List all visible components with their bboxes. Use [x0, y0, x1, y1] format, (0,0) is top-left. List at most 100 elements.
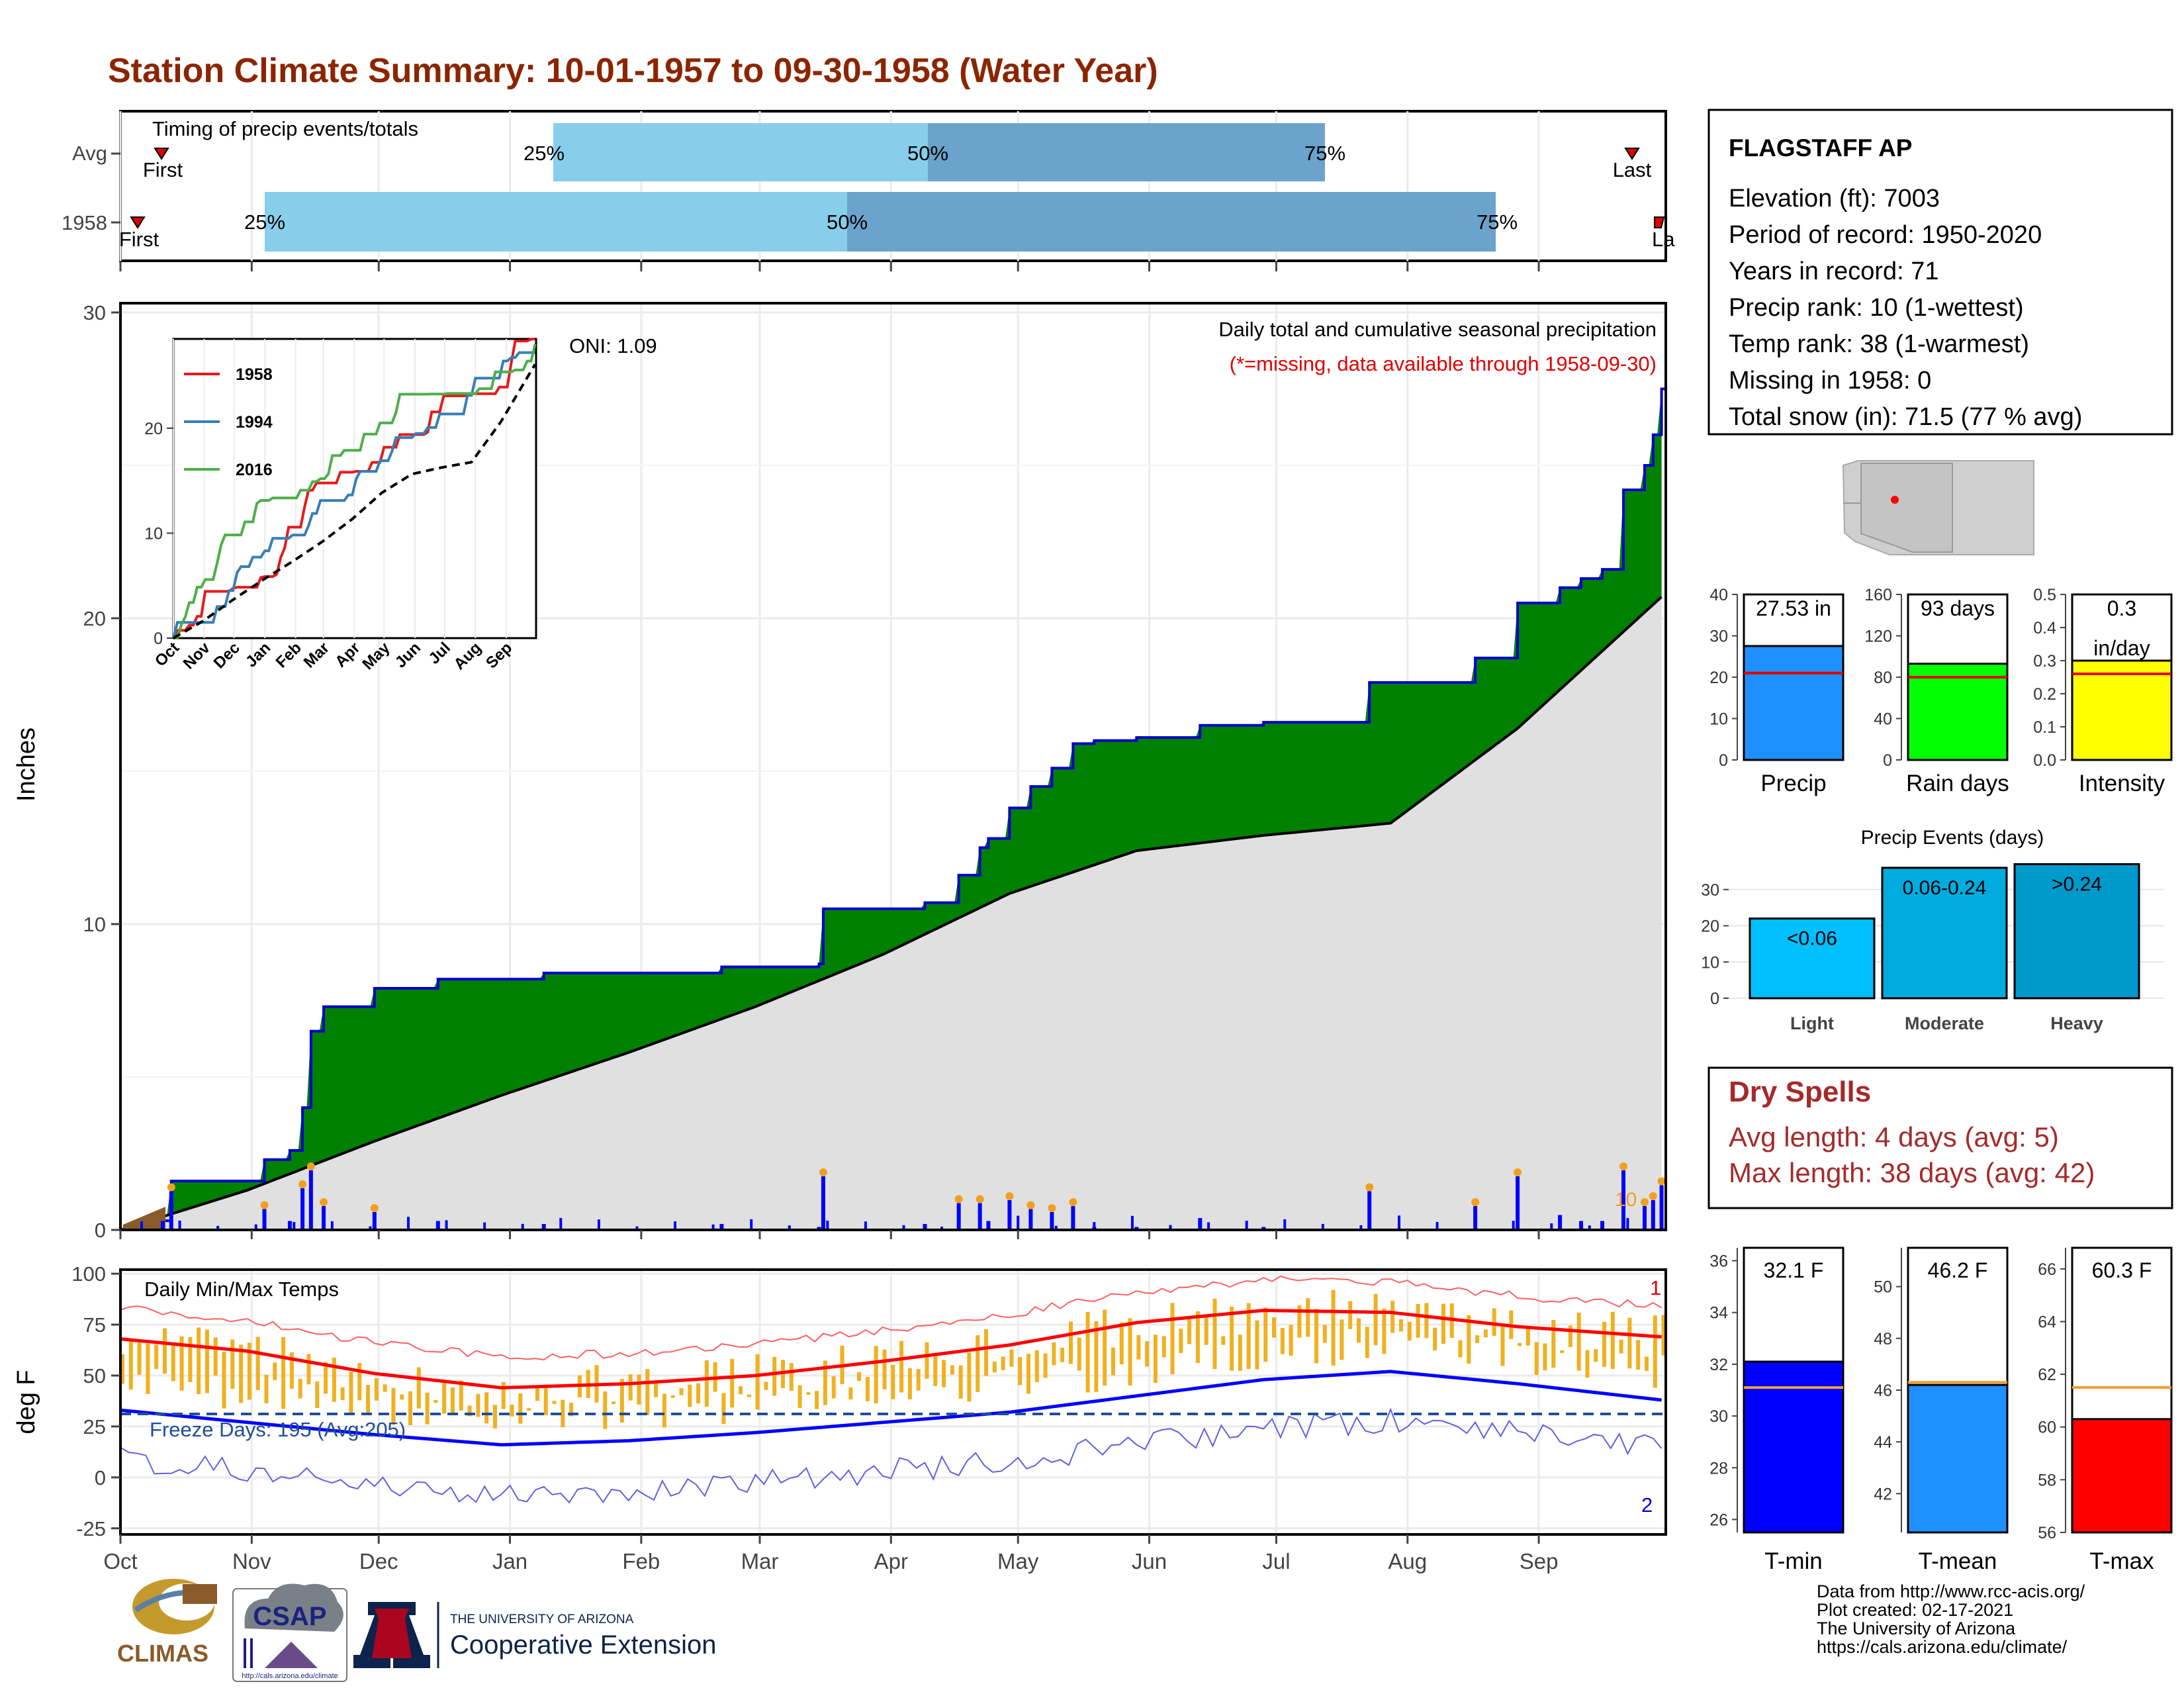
- heavy-precip-marker: [1619, 1162, 1628, 1170]
- summary-y-tick-label: 30: [1709, 628, 1728, 646]
- daily-precip-bar: [1558, 1215, 1563, 1230]
- daily-precip-bar: [1651, 1200, 1655, 1230]
- daily-temp-bar: [1052, 1342, 1056, 1366]
- summary-y-tick-label: 0.5: [2033, 586, 2056, 604]
- daily-temp-bar: [1653, 1315, 1657, 1388]
- summary-bar-value-unit: in/day: [2093, 636, 2150, 660]
- inset-legend-label: 1958: [236, 365, 273, 384]
- daily-temp-bar: [400, 1394, 404, 1400]
- daily-temp-bar: [679, 1388, 684, 1395]
- daily-precip-bar: [435, 1221, 440, 1230]
- csap-text: CSAP: [253, 1602, 326, 1631]
- daily-temp-bar: [637, 1374, 641, 1405]
- daily-temp-bar: [484, 1392, 489, 1424]
- heavy-precip-marker: [1365, 1183, 1374, 1192]
- daily-temp-bar: [1060, 1347, 1065, 1362]
- daily-temp-bar: [831, 1376, 836, 1399]
- station-info-line: Total snow (in): 71.5 (77 % avg): [1729, 403, 2082, 431]
- heavy-precip-marker: [1657, 1177, 1666, 1186]
- events-bar: [2013, 863, 2140, 1000]
- daily-temp-bar: [518, 1393, 523, 1424]
- daily-temp-bar: [1543, 1343, 1547, 1371]
- temp-y-tick-label: 100: [71, 1262, 106, 1286]
- events-category-label: Heavy: [2050, 1013, 2103, 1033]
- daily-precip-bar: [1169, 1225, 1172, 1230]
- temp-summary-label: T-max: [2089, 1548, 2154, 1574]
- heavy-precip-marker: [1048, 1204, 1056, 1212]
- temp-caption: Daily Min/Max Temps: [144, 1278, 339, 1301]
- timing-row-label-avg: Avg: [72, 142, 107, 165]
- daily-temp-bar: [535, 1386, 539, 1401]
- daily-precip-bar: [864, 1221, 867, 1230]
- daily-precip-bar: [1512, 1221, 1515, 1230]
- temp-summary-y-tick-label: 56: [2038, 1524, 2056, 1542]
- precip-y-tick-label: 30: [83, 301, 106, 324]
- daily-temp-bar: [450, 1387, 455, 1414]
- temp-summary-y-tick-label: 64: [2038, 1313, 2056, 1331]
- daily-temp-bar: [188, 1336, 193, 1382]
- daily-temp-bar: [205, 1329, 209, 1393]
- daily-precip-bar: [1626, 1218, 1629, 1230]
- year-first-label: First: [119, 228, 159, 251]
- arizona-locator-map: [1842, 460, 2034, 555]
- precip-y-axis-label: Inches: [13, 727, 40, 802]
- daily-temp-bar: [1636, 1340, 1641, 1370]
- avg-bar-q2: [928, 123, 1325, 181]
- heavy-precip-marker: [819, 1168, 827, 1176]
- inset-chart: 19581994201601020OctNovDecJanFebMarAprMa…: [144, 338, 537, 673]
- temp-summary-y-tick-label: 36: [1709, 1252, 1728, 1271]
- summary-y-tick-label: 120: [1864, 628, 1892, 646]
- daily-temp-bar: [1238, 1335, 1242, 1371]
- daily-temp-bar: [476, 1393, 480, 1417]
- daily-temp-bar: [925, 1342, 929, 1379]
- precip-legend-line2: (*=missing, data available through 1958-…: [1230, 352, 1657, 375]
- daily-temp-bar: [273, 1362, 277, 1380]
- daily-temp-bar: [1610, 1311, 1615, 1369]
- inset-normal-line: [173, 363, 537, 639]
- daily-temp-bar: [408, 1391, 413, 1425]
- daily-precip-bar: [1093, 1222, 1096, 1230]
- events-bar-value: 0.06-0.24: [1903, 877, 1987, 899]
- daily-temp-bar: [1534, 1342, 1539, 1376]
- daily-precip-bar: [369, 1226, 372, 1230]
- daily-temp-bar: [882, 1349, 887, 1390]
- station-info-line: Years in record: 71: [1729, 258, 1939, 285]
- summary-bar-fill: [1743, 645, 1844, 761]
- temp-summary-y-tick-label: 46: [1874, 1382, 1892, 1400]
- daily-temp-bar: [958, 1365, 963, 1399]
- daily-temp-bar: [1103, 1309, 1107, 1386]
- temp-summary-label: T-min: [1764, 1548, 1823, 1574]
- daily-temp-bar: [255, 1336, 260, 1390]
- daily-temp-bar: [967, 1352, 972, 1402]
- daily-precip-bar: [986, 1221, 991, 1230]
- page-title: Station Climate Summary: 10-01-1957 to 0…: [108, 52, 1158, 90]
- events-y-tick-label: 10: [1701, 953, 1719, 972]
- summary-bar-label: Precip: [1760, 771, 1826, 796]
- daily-temp-bar: [797, 1385, 802, 1408]
- daily-precip-bar: [1130, 1215, 1134, 1230]
- daily-precip-bar: [1359, 1225, 1363, 1230]
- daily-precip-bar: [1283, 1219, 1287, 1230]
- daily-precip-bar: [262, 1209, 267, 1230]
- daily-temp-bar: [1297, 1305, 1302, 1338]
- daily-temp-bar: [1619, 1339, 1623, 1354]
- daily-temp-bar: [907, 1368, 912, 1399]
- month-label: Oct: [103, 1549, 137, 1573]
- daily-temp-bar: [1195, 1311, 1200, 1364]
- daily-precip-bar: [750, 1219, 753, 1230]
- inset-y-tick-label: 10: [144, 524, 163, 543]
- temp-note-bottom: 2: [1641, 1493, 1653, 1517]
- month-label: May: [997, 1549, 1039, 1573]
- temp-summary-y-tick-label: 66: [2038, 1260, 2056, 1279]
- daily-temp-bar: [374, 1378, 379, 1401]
- daily-temp-bar: [416, 1367, 421, 1409]
- obs-bar-q1: [265, 192, 847, 252]
- inset-series-line: [172, 351, 535, 639]
- heavy-precip-marker: [167, 1183, 175, 1192]
- daily-temp-bar: [1026, 1354, 1031, 1394]
- daily-temp-bar: [1340, 1319, 1344, 1360]
- summary-bar-value: 0.3: [2107, 596, 2136, 620]
- heavy-precip-marker: [298, 1180, 307, 1188]
- daily-precip-bar: [1028, 1209, 1033, 1230]
- daily-temp-bar: [704, 1360, 709, 1407]
